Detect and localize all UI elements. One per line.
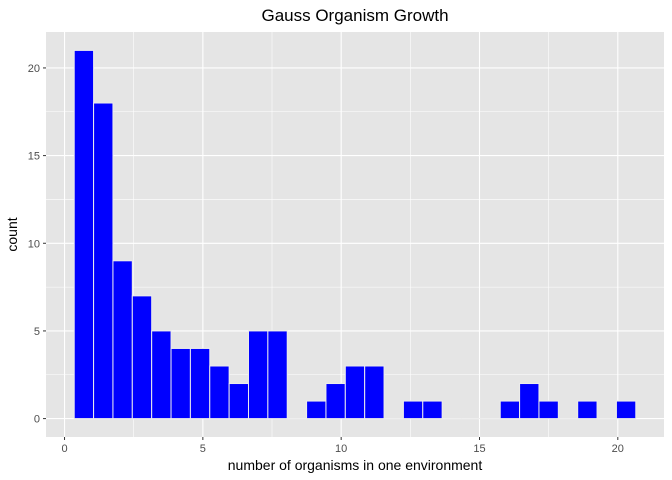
- y-axis-ticks: 0 5 10 15 20: [28, 63, 46, 426]
- histogram-bar: [93, 102, 114, 420]
- y-axis-title: count: [4, 217, 20, 251]
- histogram-bar: [402, 400, 424, 420]
- histogram-bar: [151, 330, 172, 420]
- x-tick-label: 0: [61, 443, 67, 455]
- x-tick-label: 10: [335, 443, 347, 455]
- histogram-bar: [306, 400, 327, 420]
- histogram-bar: [422, 400, 443, 420]
- bars: [73, 49, 637, 420]
- histogram-bar: [73, 49, 95, 420]
- y-tick-label: 10: [28, 238, 40, 250]
- histogram-bar: [131, 295, 153, 420]
- histogram-bar: [519, 383, 540, 420]
- histogram-bar: [112, 260, 133, 420]
- histogram-bar: [538, 400, 559, 420]
- histogram-bar: [267, 330, 288, 420]
- histogram-bar: [615, 400, 637, 420]
- histogram-bar: [189, 347, 211, 420]
- histogram-bar: [247, 330, 269, 420]
- x-tick-label: 5: [200, 443, 206, 455]
- y-tick-label: 0: [34, 414, 40, 426]
- histogram-bar: [325, 383, 346, 420]
- histogram-bar: [209, 365, 230, 420]
- x-axis-ticks: 0 5 10 15 20: [61, 437, 624, 455]
- x-tick-label: 15: [473, 443, 485, 455]
- histogram-bar: [228, 383, 249, 420]
- histogram-bar: [499, 400, 521, 420]
- x-axis-title: number of organisms in one environment: [228, 457, 483, 473]
- histogram-bar: [577, 400, 598, 420]
- y-tick-label: 20: [28, 63, 40, 75]
- histogram-bar: [364, 365, 385, 420]
- y-tick-label: 5: [34, 326, 40, 338]
- y-tick-label: 15: [28, 151, 40, 163]
- chart-title: Gauss Organism Growth: [261, 6, 448, 25]
- histogram-bar: [344, 365, 366, 420]
- grid-minor: [46, 32, 664, 437]
- histogram-bar: [170, 347, 191, 420]
- x-tick-label: 20: [612, 443, 624, 455]
